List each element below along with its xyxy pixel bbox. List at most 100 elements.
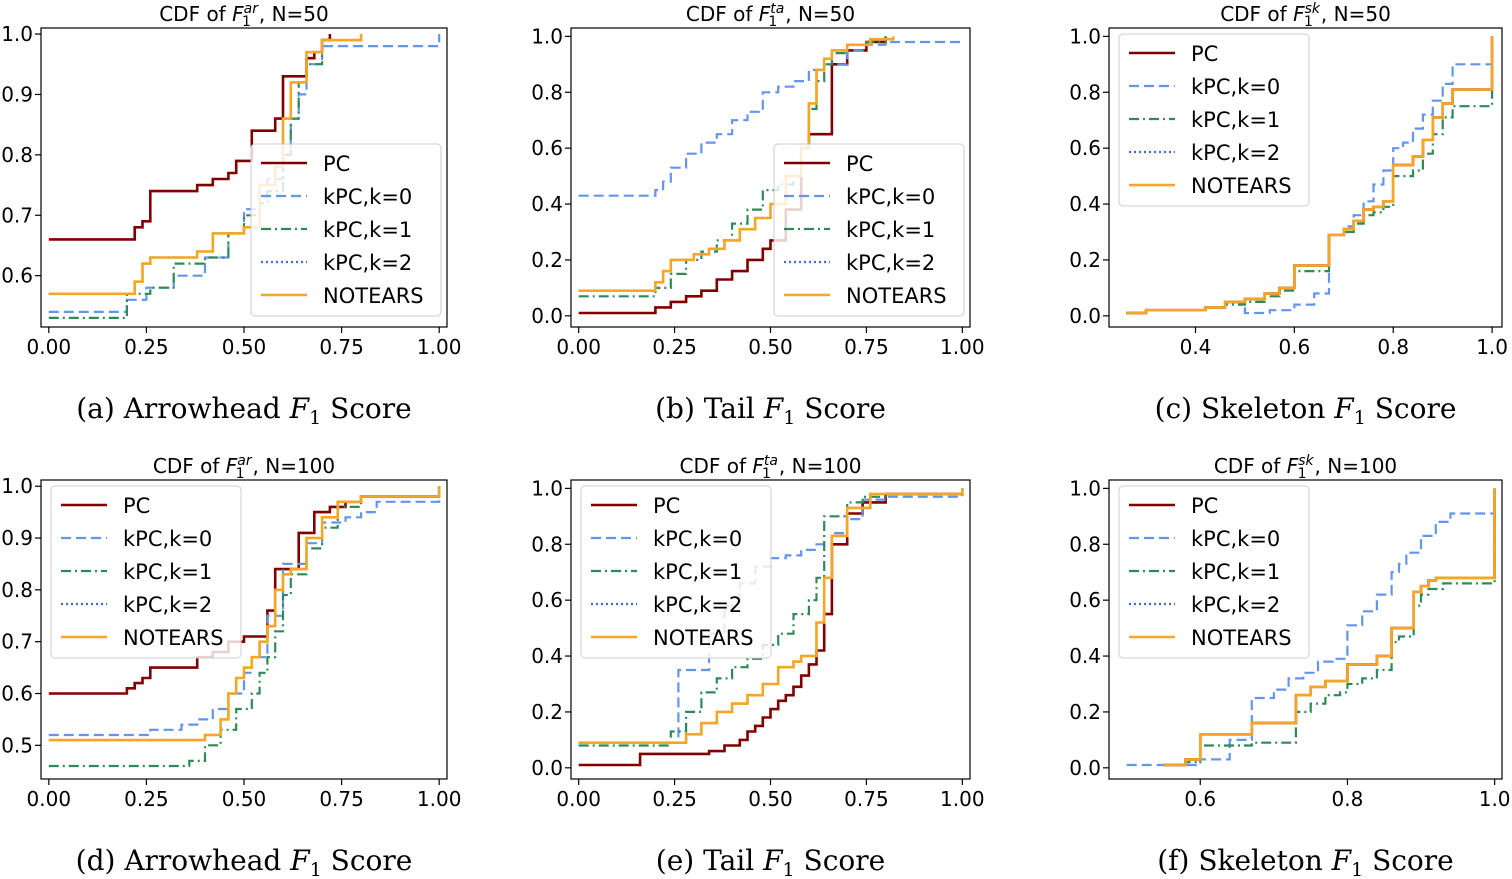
- x-tick-label: 1.0: [1476, 335, 1508, 359]
- x-tick-label: 0.6: [1184, 787, 1216, 811]
- chart-caption: (d) Arrowhead F1 Score: [76, 844, 413, 879]
- x-tick-label: 0.50: [748, 335, 793, 359]
- x-tick-label: 0.75: [844, 787, 889, 811]
- legend-label: kPC,k=0: [1191, 527, 1280, 551]
- legend-label: PC: [1191, 42, 1218, 66]
- x-tick-label: 0.00: [27, 335, 72, 359]
- y-tick-label: 0.8: [531, 532, 563, 556]
- x-tick-label: 0.50: [748, 787, 793, 811]
- y-tick-label: 0.2: [531, 248, 563, 272]
- legend-label: NOTEARS: [1191, 174, 1292, 198]
- y-tick-label: 0.6: [1069, 136, 1101, 160]
- chart-panel: CDF of Far 1, N=100 0.00 0.25 0.50 0.75 1.00 0.…: [1, 453, 461, 879]
- legend: PC kPC,k=0 kPC,k=1 kPC,k=2 NOTEARS: [1119, 486, 1309, 658]
- y-tick-label: 0.8: [1069, 80, 1101, 104]
- y-tick-label: 0.4: [531, 644, 563, 668]
- legend-label: PC: [123, 494, 150, 518]
- chart-title: CDF of Far 1, N=100: [153, 453, 335, 482]
- chart-title: CDF of Fta 1, N=100: [680, 453, 862, 482]
- y-tick-label: 0.6: [531, 588, 563, 612]
- legend: PC kPC,k=0 kPC,k=1 kPC,k=2 NOTEARS: [1119, 34, 1309, 206]
- chart-panel: CDF of Far 1, N=500.00 0.25 0.50 0.75 1.000.6…: [1, 1, 461, 429]
- y-tick-label: 0.7: [1, 630, 33, 654]
- x-tick-label: 0.00: [27, 787, 72, 811]
- y-tick-label: 1.0: [1, 474, 33, 498]
- legend-label: kPC,k=2: [1191, 593, 1280, 617]
- x-tick-label: 0.6: [1278, 335, 1310, 359]
- legend-label: kPC,k=0: [123, 527, 212, 551]
- y-tick-label: 0.9: [1, 82, 33, 106]
- legend-label: kPC,k=1: [323, 218, 412, 242]
- y-tick-label: 0.0: [531, 756, 563, 780]
- legend-label: kPC,k=2: [123, 593, 212, 617]
- x-tick-label: 0.75: [844, 335, 889, 359]
- legend-label: kPC,k=1: [653, 560, 742, 584]
- legend-label: NOTEARS: [653, 626, 754, 650]
- legend-label: PC: [323, 152, 350, 176]
- legend-label: kPC,k=1: [1191, 108, 1280, 132]
- chart-title: CDF of Fsk 1, N=50: [1220, 1, 1391, 30]
- legend-label: NOTEARS: [846, 284, 947, 308]
- legend: PC kPC,k=0 kPC,k=1 kPC,k=2 NOTEARS: [774, 144, 964, 316]
- y-tick-label: 0.4: [1069, 192, 1101, 216]
- chart-title: CDF of Fsk 1, N=100: [1214, 453, 1397, 482]
- y-tick-label: 0.4: [531, 192, 563, 216]
- legend-label: PC: [653, 494, 680, 518]
- y-tick-label: 1.0: [531, 24, 563, 48]
- y-tick-label: 0.0: [531, 304, 563, 328]
- legend: PC kPC,k=0 kPC,k=1 kPC,k=2 NOTEARS: [581, 486, 771, 658]
- y-tick-label: 1.0: [1069, 24, 1101, 48]
- x-tick-label: 1.00: [940, 787, 985, 811]
- legend-label: NOTEARS: [323, 284, 424, 308]
- y-tick-label: 1.0: [1, 22, 33, 46]
- legend-label: NOTEARS: [1191, 626, 1292, 650]
- chart-title: CDF of Far 1, N=50: [159, 1, 329, 30]
- x-tick-label: 1.00: [417, 335, 462, 359]
- legend-label: kPC,k=1: [123, 560, 212, 584]
- x-tick-label: 0.75: [319, 787, 364, 811]
- y-tick-label: 0.7: [1, 203, 33, 227]
- x-tick-label: 0.25: [124, 335, 169, 359]
- y-tick-label: 0.4: [1069, 644, 1101, 668]
- legend-label: kPC,k=0: [1191, 75, 1280, 99]
- chart-panel: CDF of Fta 1, N=50 0.00 0.25 0.50 0.75 1.00 0.0…: [531, 1, 984, 429]
- y-tick-label: 0.9: [1, 526, 33, 550]
- legend-label: PC: [846, 152, 873, 176]
- y-tick-label: 1.0: [1069, 476, 1101, 500]
- chart-caption: (f) Skeleton F1 Score: [1157, 844, 1454, 879]
- legend-label: kPC,k=0: [653, 527, 742, 551]
- chart-caption: (e) Tail F1 Score: [656, 844, 885, 879]
- x-tick-label: 0.25: [124, 787, 169, 811]
- x-tick-label: 0.8: [1377, 335, 1409, 359]
- x-tick-label: 1.00: [940, 335, 985, 359]
- y-tick-label: 1.0: [531, 476, 563, 500]
- y-tick-label: 0.0: [1069, 756, 1101, 780]
- chart-caption: (b) Tail F1 Score: [655, 392, 886, 429]
- y-tick-label: 0.6: [1, 264, 33, 288]
- chart-panel: CDF of Fsk 1, N=500.4 0.6 0.8 1.00.00.20.40.…: [1069, 1, 1508, 429]
- x-tick-label: 0.00: [556, 335, 601, 359]
- legend: PC kPC,k=0 kPC,k=1 kPC,k=2 NOTEARS: [51, 486, 241, 658]
- y-tick-label: 0.8: [1069, 532, 1101, 556]
- legend-label: kPC,k=2: [653, 593, 742, 617]
- x-tick-label: 1.00: [417, 787, 462, 811]
- y-tick-label: 0.8: [1, 578, 33, 602]
- chart-caption: (c) Skeleton F1 Score: [1155, 392, 1457, 429]
- x-tick-label: 0.75: [319, 335, 364, 359]
- legend-label: kPC,k=0: [846, 185, 935, 209]
- legend-label: kPC,k=0: [323, 185, 412, 209]
- chart-title: CDF of Fta 1, N=50: [686, 1, 855, 30]
- y-tick-label: 0.2: [1069, 248, 1101, 272]
- legend-label: NOTEARS: [123, 626, 224, 650]
- x-tick-label: 0.25: [652, 335, 697, 359]
- x-tick-label: 0.8: [1332, 787, 1364, 811]
- legend: PC kPC,k=0 kPC,k=1 kPC,k=2 NOTEARS: [251, 144, 441, 316]
- y-tick-label: 0.2: [1069, 700, 1101, 724]
- x-tick-label: 0.4: [1180, 335, 1212, 359]
- x-tick-label: 0.50: [222, 787, 267, 811]
- x-tick-label: 1.0: [1479, 787, 1511, 811]
- y-tick-label: 0.6: [1, 681, 33, 705]
- x-tick-label: 0.25: [652, 787, 697, 811]
- legend-label: kPC,k=1: [846, 218, 935, 242]
- chart-panel: CDF of Fsk 1, N=100 0.6 0.8 1.0 0.0 0.2 0.4 0.6 0…: [1069, 453, 1510, 879]
